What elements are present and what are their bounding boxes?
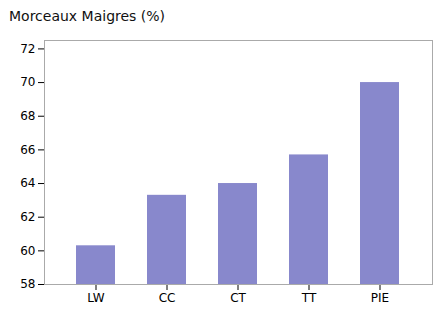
svg-text:70: 70 bbox=[20, 75, 35, 89]
svg-text:62: 62 bbox=[20, 210, 35, 224]
svg-text:58: 58 bbox=[20, 277, 35, 291]
svg-text:64: 64 bbox=[20, 176, 35, 190]
svg-text:72: 72 bbox=[20, 42, 35, 56]
svg-text:PIE: PIE bbox=[371, 291, 389, 305]
svg-text:68: 68 bbox=[20, 109, 35, 123]
svg-text:CC: CC bbox=[159, 291, 176, 305]
svg-text:TT: TT bbox=[301, 291, 317, 305]
svg-text:60: 60 bbox=[20, 244, 35, 258]
svg-text:CT: CT bbox=[230, 291, 246, 305]
svg-text:66: 66 bbox=[20, 143, 35, 157]
svg-text:LW: LW bbox=[87, 291, 105, 305]
html-text:Morceaux Maigres (%): Morceaux Maigres (%) bbox=[9, 8, 166, 24]
